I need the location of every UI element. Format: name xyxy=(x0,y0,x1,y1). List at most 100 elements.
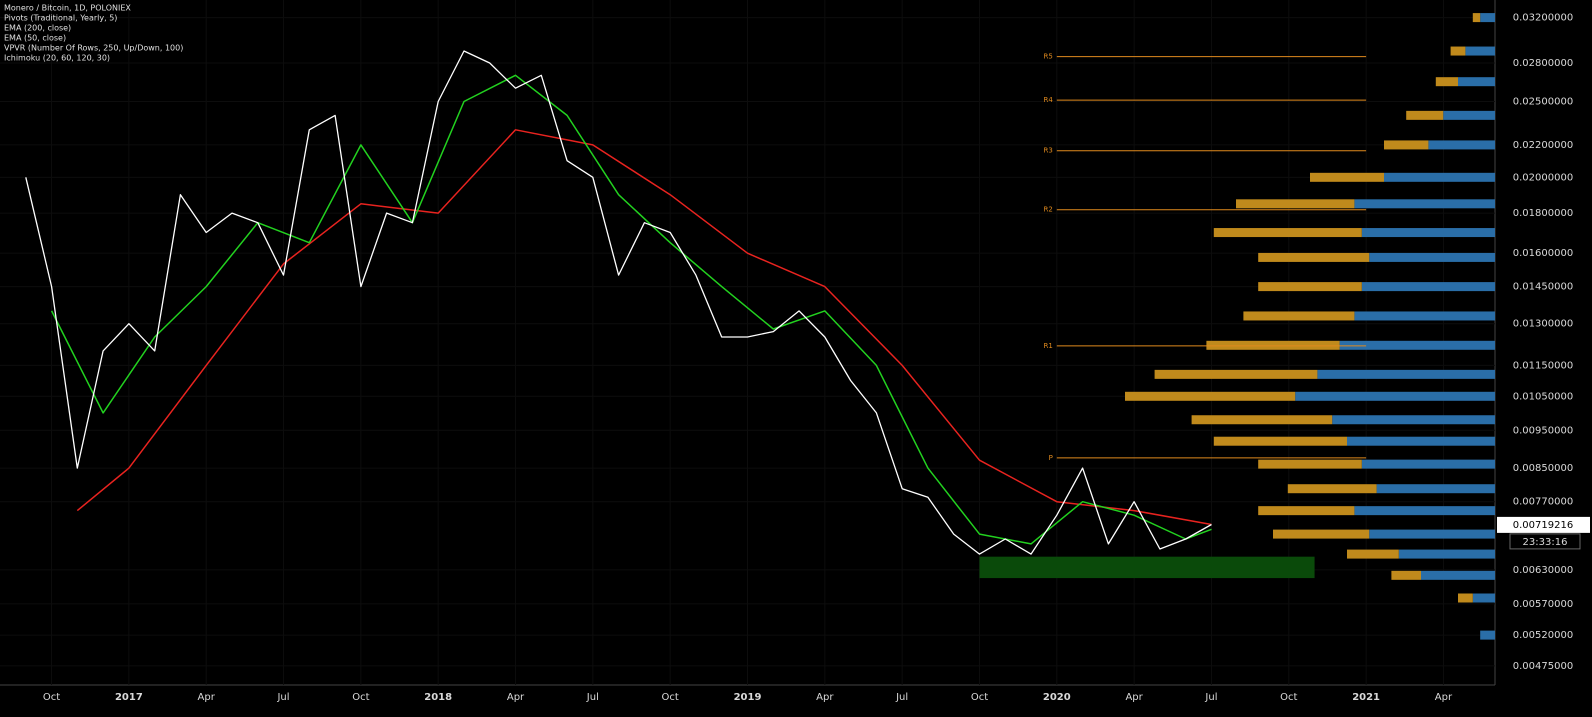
volume-up xyxy=(1361,459,1495,469)
y-tick-label: 0.00630000 xyxy=(1513,565,1573,576)
volume-up xyxy=(1347,436,1495,446)
x-tick-label: Oct xyxy=(971,692,988,703)
legend-entry: EMA (50, close) xyxy=(4,34,66,43)
volume-up xyxy=(1361,228,1495,238)
volume-up xyxy=(1465,46,1495,56)
y-tick-label: 0.00520000 xyxy=(1513,630,1573,641)
volume-up xyxy=(1369,252,1495,262)
volume-up xyxy=(1354,506,1495,516)
volume-up xyxy=(1332,415,1495,425)
x-tick-label: Apr xyxy=(198,692,216,703)
volume-up xyxy=(1317,369,1495,379)
volume-down xyxy=(1458,593,1473,603)
volume-up xyxy=(1354,199,1495,209)
volume-up xyxy=(1421,570,1495,580)
ema-line xyxy=(50,74,1212,545)
volume-down xyxy=(1154,369,1318,379)
pivot-label: R5 xyxy=(1043,53,1052,61)
volume-down xyxy=(1347,549,1399,559)
pivot-label: R3 xyxy=(1043,147,1052,155)
pivot-label: R1 xyxy=(1043,342,1052,350)
support-zone xyxy=(979,556,1315,579)
volume-up xyxy=(1361,282,1495,292)
volume-up xyxy=(1369,529,1495,539)
y-tick-label: 0.00850000 xyxy=(1513,463,1573,474)
x-tick-label: Jul xyxy=(1204,692,1217,703)
volume-up xyxy=(1384,172,1495,182)
volume-up xyxy=(1443,110,1495,120)
chart-title: Monero / Bitcoin, 1D, POLONIEX xyxy=(4,4,131,13)
countdown-tag xyxy=(1509,533,1581,550)
x-tick-label: Oct xyxy=(1280,692,1297,703)
volume-up xyxy=(1480,13,1495,23)
volume-up xyxy=(1428,140,1495,150)
last-price-tag xyxy=(1497,516,1590,533)
volume-down xyxy=(1391,570,1421,580)
y-tick-label: 0.01300000 xyxy=(1513,319,1573,330)
volume-down xyxy=(1258,252,1370,262)
volume-up xyxy=(1295,391,1495,401)
last-price-label: 0.00719216 xyxy=(1513,520,1573,531)
volume-down xyxy=(1206,340,1340,350)
volume-up xyxy=(1398,549,1495,559)
volume-down xyxy=(1236,199,1355,209)
x-tick-label: Jul xyxy=(586,692,599,703)
volume-up xyxy=(1458,77,1495,87)
y-tick-label: 0.00475000 xyxy=(1513,661,1573,672)
legend-entry: EMA (200, close) xyxy=(4,24,71,33)
x-tick-label: 2018 xyxy=(424,692,452,703)
volume-down xyxy=(1258,459,1362,469)
y-tick-label: 0.01050000 xyxy=(1513,391,1573,402)
volume-down xyxy=(1472,13,1481,23)
y-tick-label: 0.03200000 xyxy=(1513,13,1573,24)
volume-up xyxy=(1480,630,1495,640)
x-tick-label: Apr xyxy=(507,692,525,703)
volume-up xyxy=(1376,484,1495,494)
volume-down xyxy=(1435,77,1458,87)
y-tick-label: 0.02000000 xyxy=(1513,172,1573,183)
legend-entry: VPVR (Number Of Rows, 250, Up/Down, 100) xyxy=(4,44,183,53)
legend-entry: Pivots (Traditional, Yearly, 5) xyxy=(4,14,117,23)
y-tick-label: 0.00950000 xyxy=(1513,425,1573,436)
y-tick-label: 0.00570000 xyxy=(1513,599,1573,610)
x-tick-label: Oct xyxy=(662,692,679,703)
pivot-label: R2 xyxy=(1043,206,1052,214)
volume-down xyxy=(1310,172,1384,182)
x-tick-label: Apr xyxy=(1125,692,1143,703)
x-tick-label: Apr xyxy=(816,692,834,703)
pivot-label: R4 xyxy=(1043,96,1053,104)
volume-down xyxy=(1191,415,1333,425)
volume-up xyxy=(1339,340,1495,350)
volume-down xyxy=(1258,282,1362,292)
volume-down xyxy=(1213,436,1347,446)
x-tick-label: Jul xyxy=(276,692,289,703)
volume-down xyxy=(1243,311,1355,321)
volume-up xyxy=(1354,311,1495,321)
y-tick-label: 0.02800000 xyxy=(1513,58,1573,69)
y-tick-label: 0.00770000 xyxy=(1513,497,1573,508)
volume-down xyxy=(1450,46,1466,56)
x-tick-label: Apr xyxy=(1435,692,1453,703)
price-line xyxy=(25,50,1212,555)
volume-down xyxy=(1258,506,1355,516)
y-tick-label: 0.01450000 xyxy=(1513,282,1573,293)
volume-down xyxy=(1213,228,1362,238)
volume-down xyxy=(1406,110,1444,120)
x-tick-label: 2017 xyxy=(115,692,143,703)
pivot-label: P xyxy=(1049,454,1053,462)
x-tick-label: Jul xyxy=(895,692,908,703)
legend-entry: Ichimoku (20, 60, 120, 30) xyxy=(4,54,110,63)
y-tick-label: 0.01150000 xyxy=(1513,360,1573,371)
y-tick-label: 0.02500000 xyxy=(1513,96,1573,107)
volume-down xyxy=(1273,529,1370,539)
x-tick-label: 2021 xyxy=(1352,692,1380,703)
volume-up xyxy=(1472,593,1495,603)
x-tick-label: 2020 xyxy=(1043,692,1071,703)
y-tick-label: 0.01600000 xyxy=(1513,248,1573,259)
y-tick-label: 0.01800000 xyxy=(1513,208,1573,219)
volume-down xyxy=(1384,140,1429,150)
volume-down xyxy=(1287,484,1377,494)
x-tick-label: Oct xyxy=(43,692,60,703)
